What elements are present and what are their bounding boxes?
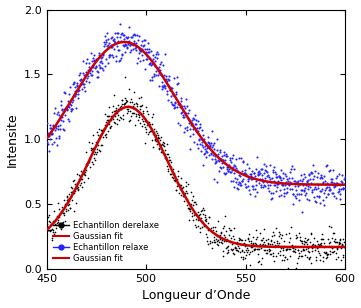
Y-axis label: Intensite: Intensite [5, 112, 18, 167]
X-axis label: Longueur d’Onde: Longueur d’Onde [142, 290, 250, 302]
Legend: Echantillon derelaxe, Gaussian fit, Echantillon relaxe, Gaussian fit: Echantillon derelaxe, Gaussian fit, Echa… [51, 219, 161, 265]
